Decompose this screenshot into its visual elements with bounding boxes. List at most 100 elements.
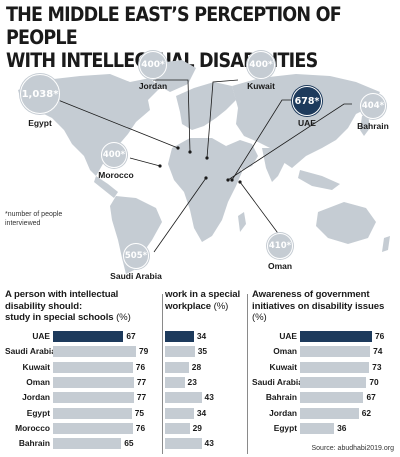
bar-bahrain [53, 438, 122, 450]
bar-category-label: Bahrain [265, 392, 297, 403]
bar-category-label: Bahrain [18, 438, 50, 449]
landmass-new-zealand [382, 236, 390, 252]
panel-heading-line: initiatives on disability issues (%) [252, 300, 385, 324]
bar-category-label: Jordan [269, 407, 297, 418]
leader-bahrain [227, 103, 352, 181]
bar-value-label: 74 [373, 346, 383, 357]
bar-value-label: 70 [369, 376, 379, 387]
bubble-kuwait: 400* [247, 51, 275, 79]
panel-heading-unit: (%) [113, 312, 131, 323]
bubble-morocco: 400* [101, 142, 127, 168]
panel-heading: A person with intellectual disability sho… [5, 289, 160, 324]
bar-value-label: 79 [138, 346, 149, 357]
bar-egypt [300, 422, 335, 434]
bar-category-label: Egypt [273, 422, 297, 433]
bar-saudi-arabia [165, 346, 195, 358]
bar-value-label: 35 [197, 346, 208, 357]
panel-divider-1 [162, 294, 163, 454]
bar-morocco [53, 422, 133, 434]
bar-category-label: Jordan [22, 392, 50, 403]
panel-heading-line: A person with intellectual [5, 289, 119, 300]
bubble-label-jordan: Jordan [138, 81, 168, 91]
panel-heading: Awareness of government initiatives on di… [252, 289, 400, 324]
bar-value-label: 77 [136, 376, 147, 387]
bubble-oman: 410* [267, 233, 293, 259]
country-dots [158, 146, 242, 184]
landmass-madagascar [238, 212, 246, 232]
bubble-bahrain: 404* [360, 93, 386, 119]
bar-value-label: 75 [134, 407, 145, 418]
bar-bahrain [300, 392, 364, 404]
landmass-australia [316, 202, 376, 244]
leader-kuwait [206, 79, 239, 159]
panel-heading-line: workplace (%) [165, 300, 229, 312]
bar-uae [53, 331, 124, 342]
bubble-egypt: 1,038* [20, 74, 60, 114]
bar-value-label: 62 [361, 407, 372, 418]
landmass-southeast-asia [298, 170, 340, 190]
bar-value-label: 28 [191, 361, 202, 372]
bar-egypt [165, 407, 194, 419]
bubble-label-egypt: Egypt [28, 118, 52, 128]
leader-egypt [57, 99, 179, 149]
leader-saudi [153, 177, 207, 253]
bar-category-label: Saudi Arabia [5, 346, 56, 357]
bar-morocco [165, 422, 190, 434]
bubble-label-bahrain: Bahrain [357, 121, 389, 131]
leader-jordan [153, 79, 191, 153]
landmass-africa [168, 138, 242, 242]
title-line-1: THE MIDDLE EAST’S PERCEPTION OF PEOPLE [6, 3, 342, 49]
world-map [18, 60, 390, 274]
bar-category-label: Kuwait [269, 361, 297, 372]
world-landmass [18, 60, 390, 274]
panel-heading-unit: (%) [252, 312, 267, 323]
bar-value-label: 34 [196, 407, 207, 418]
bar-category-label: UAE [32, 331, 50, 341]
bar-value-label: 65 [124, 438, 134, 449]
landmass-india [262, 148, 286, 182]
bar-uae [165, 331, 194, 342]
bar-saudi-arabia [53, 346, 136, 358]
bar-jordan [53, 392, 134, 404]
bar-kuwait [165, 361, 189, 373]
panel-heading: work in a special workplace (%) [165, 289, 245, 312]
landmass-europe [176, 82, 236, 130]
bar-value-label: 67 [126, 331, 136, 341]
landmass-japan [360, 114, 370, 136]
bar-value-label: 76 [375, 331, 385, 341]
bar-oman [165, 376, 185, 388]
bar-category-label: Oman [273, 346, 297, 357]
bar-kuwait [53, 361, 133, 373]
bar-value-label: 23 [187, 376, 197, 387]
source-note: Source: abudhabi2019.org [311, 445, 394, 452]
bar-category-label: UAE [279, 331, 297, 341]
bar-category-label: Egypt [26, 407, 50, 418]
bar-egypt [53, 407, 132, 419]
landmass-central-america [94, 176, 118, 198]
bar-jordan [165, 392, 202, 404]
panel-heading-line: work in a special [165, 289, 241, 300]
bubble-label-kuwait: Kuwait [247, 81, 275, 91]
panel-divider-2 [247, 294, 248, 454]
bar-jordan [300, 407, 359, 419]
bar-value-label: 36 [337, 422, 347, 433]
bar-value-label: 76 [135, 361, 146, 372]
bubble-jordan: 400* [139, 51, 167, 79]
bar-category-label: Morocco [15, 422, 50, 433]
panel-heading-line: study in special schools (%) [5, 312, 131, 323]
landmass-asia [232, 74, 380, 168]
bubble-label-oman: Oman [267, 261, 293, 271]
bar-value-label: 29 [192, 422, 202, 433]
panel-heading-line: Awareness of government [252, 289, 370, 300]
panel-heading-line: disability should: [5, 300, 83, 312]
leader-lines [57, 79, 352, 253]
bar-value-label: 77 [136, 392, 147, 403]
bar-value-label: 67 [366, 392, 376, 403]
bar-oman [53, 376, 134, 388]
bar-saudi-arabia [300, 376, 367, 388]
bar-value-label: 43 [204, 438, 214, 449]
bubble-label-uae: UAE [298, 118, 316, 128]
bar-value-label: 76 [135, 422, 146, 433]
bubble-saudi-arabia: 505* [123, 243, 149, 269]
bar-kuwait [300, 361, 370, 373]
